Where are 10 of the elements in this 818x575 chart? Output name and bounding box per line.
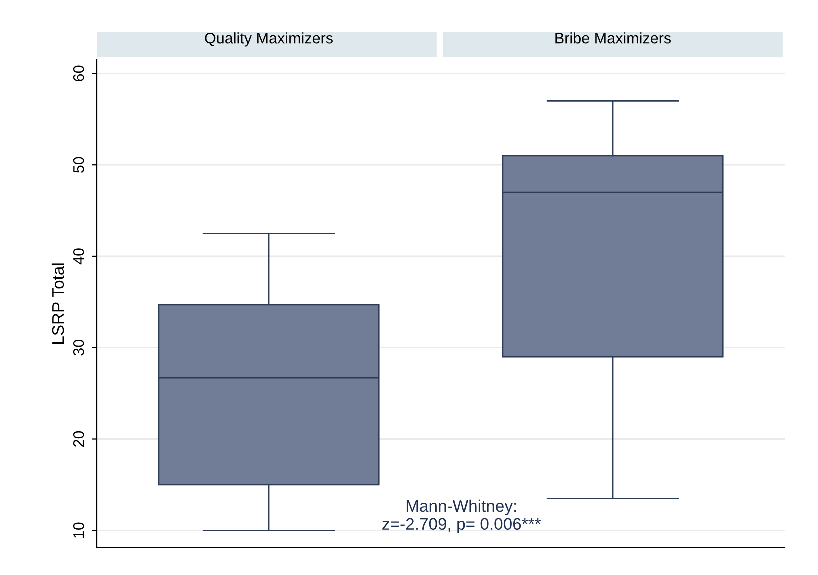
y-tick-label: 40 bbox=[73, 248, 84, 265]
y-tick-label: 20 bbox=[73, 431, 84, 447]
y-tick-label: 10 bbox=[73, 522, 84, 538]
x-tick-label: Bribe Maximizers bbox=[556, 32, 672, 44]
y-tick-label: 50 bbox=[73, 157, 84, 173]
y-tick-label: 30 bbox=[73, 340, 84, 356]
annotation: Mann-Whitney: z=-2.709, p= 0.006*** bbox=[382, 500, 542, 534]
x-tick-label: Quality Maximizers bbox=[205, 32, 333, 47]
y-tick-label: 60 bbox=[73, 66, 84, 82]
y-axis-title: LSRP Total bbox=[52, 264, 64, 344]
